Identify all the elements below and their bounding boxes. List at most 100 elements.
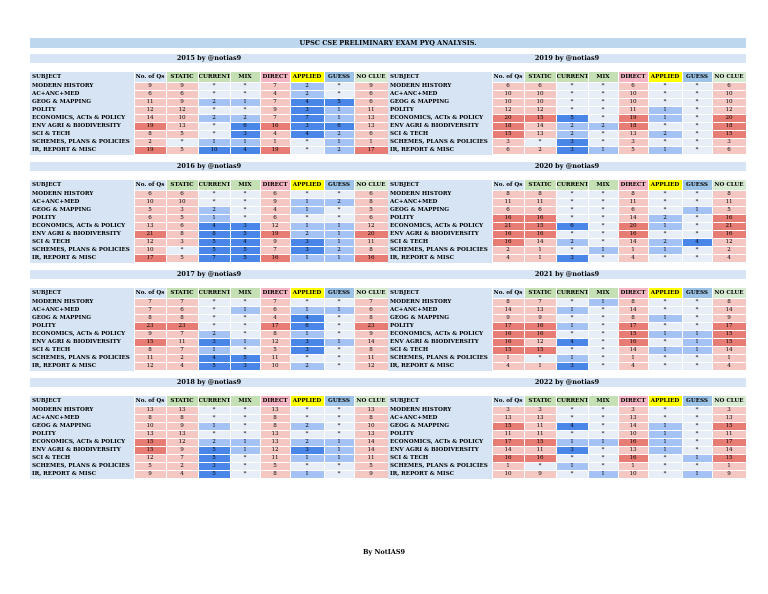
cell-current: 2 [197,98,231,107]
table-row: GEOG & MAPPING 6 6 * * 6 * 1 5 [388,206,747,215]
cell-no-clue: 9 [353,470,389,479]
cell-applied: 1 [647,106,683,115]
cell-static: 10 [165,114,199,123]
table-row: ENV AGRI & BIODIVERSITY 19 13 * 6 16 3 6 13 [30,122,389,131]
header-subject: SUBJECT [30,287,134,299]
table-row: MODERN HISTORY 8 8 * * 8 * * 8 [388,190,747,199]
subject-label: MODERN HISTORY [30,82,134,91]
cell-mix: 1 [229,98,261,107]
cell-no-of-qs: 10 [491,98,525,107]
cell-no-of-qs: 8 [133,130,167,139]
cell-direct: 16 [259,122,291,131]
cell-mix: * [587,198,619,207]
cell-static: 11 [523,446,557,455]
cell-no-of-qs: 8 [491,190,525,199]
cell-no-clue: 11 [711,430,747,439]
cell-direct: 8 [617,298,649,307]
header-current: CURRENT [555,395,589,407]
cell-no-clue: 16 [711,214,747,223]
subject-label: SCI & TECH [388,130,492,139]
cell-applied: * [289,406,325,415]
cell-current: 5 [197,446,231,455]
table-row: GEOG & MAPPING 10 9 1 * 8 2 * 10 [30,422,389,431]
cell-static: 12 [165,106,199,115]
pyq-table: SUBJECT No. of Qs STATIC CURRENT MIX DIRECT AP… [388,179,747,263]
cell-applied: * [647,462,683,471]
cell-applied: 2 [289,422,325,431]
subject-label: SCI & TECH [30,130,134,139]
cell-current: * [555,82,589,91]
cell-applied: * [647,138,683,147]
cell-no-clue: 8 [353,346,389,355]
header-no-of-qs: No. of Qs [491,287,525,299]
subject-label: SCHEMES, PLANS & POLICIES [388,462,492,471]
header-applied: APPLIED [289,179,325,191]
cell-applied: 1 [647,438,683,447]
cell-applied: 2 [647,214,683,223]
cell-direct: 10 [259,362,291,371]
cell-mix: * [587,214,619,223]
cell-static: 23 [165,322,199,331]
subject-label: AC+ANC+MED [388,198,492,207]
cell-static: 9 [165,446,199,455]
cell-guess: 1 [323,254,355,263]
cell-current: * [197,298,231,307]
header-no-of-qs: No. of Qs [491,71,525,83]
header-current: CURRENT [197,179,231,191]
cell-no-of-qs: 15 [491,346,525,355]
cell-direct: 1 [617,354,649,363]
cell-no-clue: 16 [353,254,389,263]
cell-direct: 11 [259,454,291,463]
cell-mix: 1 [587,298,619,307]
cell-no-clue: 6 [353,190,389,199]
cell-mix: * [229,190,261,199]
cell-mix: 1 [229,306,261,315]
year-title: 2016 by @notias9 [30,162,388,171]
cell-no-of-qs: 15 [491,130,525,139]
cell-no-clue: 16 [711,230,747,239]
cell-current: 3 [555,146,589,155]
cell-direct: 1 [259,138,291,147]
cell-guess: 1 [681,470,713,479]
table-row: ECONOMICS, ACTs & POLICY 13 6 4 3 12 1 1 12 [30,222,389,231]
cell-direct: 5 [617,146,649,155]
cell-no-of-qs: 13 [133,430,167,439]
table-row: ENV AGRI & BIODIVERSITY 16 16 * * 16 * * 16 [388,230,747,239]
header-direct: DIRECT [617,287,649,299]
cell-mix: * [229,206,261,215]
cell-mix: * [587,114,619,123]
year-title: 2020 by @notias9 [388,162,746,171]
subject-label: ENV AGRI & BIODIVERSITY [30,446,134,455]
cell-no-of-qs: 15 [133,438,167,447]
table-row: IR, REPORT & MISC 4 1 3 * 4 * * 4 [388,254,747,263]
table-row: GEOG & MAPPING 9 9 * * 8 1 * 9 [388,314,747,323]
header-guess: GUESS [323,287,355,299]
cell-direct: 13 [617,446,649,455]
table-row: POLITY 17 16 1 * 17 * * 17 [388,322,747,331]
cell-applied: 1 [647,430,683,439]
cell-current: 1 [555,462,589,471]
header-subject: SUBJECT [388,395,492,407]
cell-guess: * [681,422,713,431]
table-row: SCHEMES, PLANS & POLICIES 10 * 5 5 7 3 2 8 [30,246,389,255]
cell-no-of-qs: 1 [491,462,525,471]
cell-no-of-qs: 6 [491,82,525,91]
cell-no-clue: 12 [711,106,747,115]
header-direct: DIRECT [617,179,649,191]
header-no-clue: NO CLUE [353,71,389,83]
cell-no-clue: 10 [711,90,747,99]
table-row: SCHEMES, PLANS & POLICIES 3 * 3 * 3 * * 3 [388,138,747,147]
subject-label: GEOG & MAPPING [388,314,492,323]
cell-static: 10 [523,98,557,107]
cell-static: 5 [165,146,199,155]
cell-no-of-qs: 7 [133,306,167,315]
subject-label: ECONOMICS, ACTs & POLICY [388,438,492,447]
subject-label: GEOG & MAPPING [388,206,492,215]
cell-direct: 16 [617,338,649,347]
cell-direct: 6 [259,214,291,223]
table-row: AC+ANC+MED 10 10 * * 9 1 2 8 [30,198,389,207]
cell-current: 4 [555,338,589,347]
cell-applied: 1 [647,346,683,355]
cell-no-clue: 6 [353,98,389,107]
subject-label: POLITY [30,322,134,331]
